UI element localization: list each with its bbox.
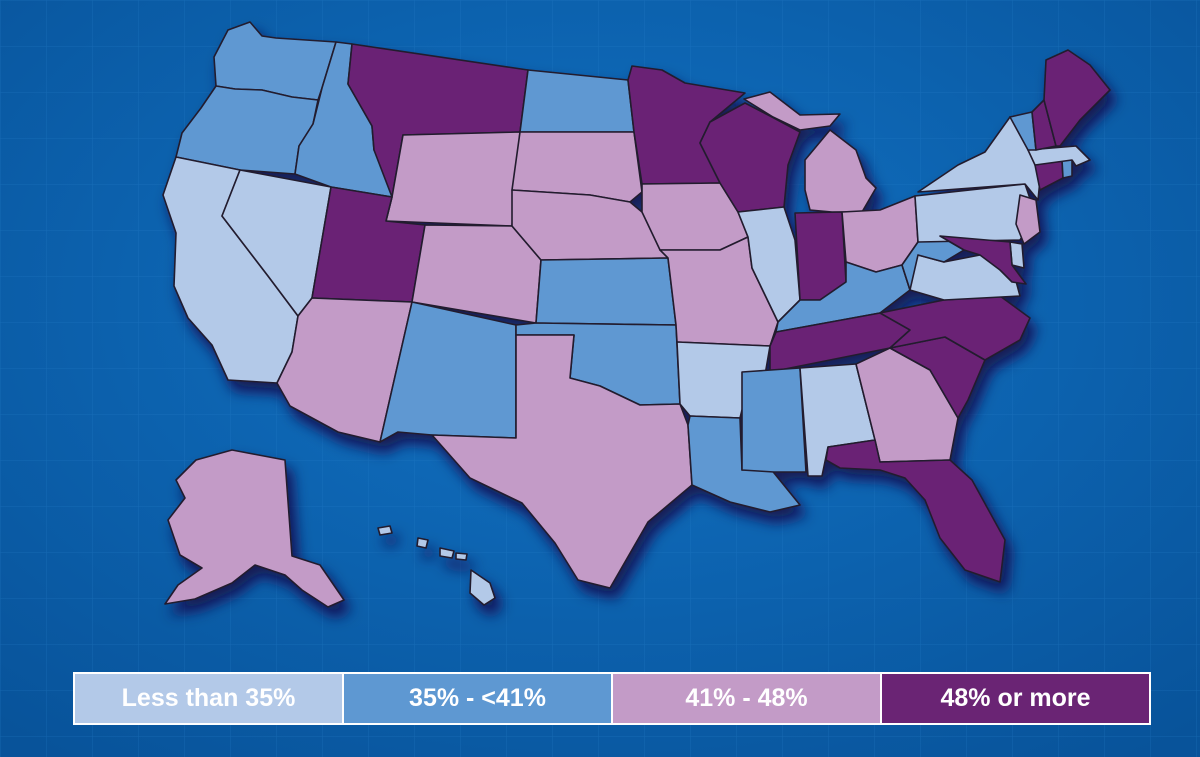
state-shape-ak: [164, 449, 345, 608]
state-ks: Kansas: [535, 257, 677, 326]
state-tx: Texas: [431, 334, 693, 589]
state-shape-md: [939, 235, 1027, 285]
legend: Less than 35% 35% - <41% 41% - 48% 48% o…: [73, 672, 1151, 725]
state-shape-mo: [659, 236, 779, 347]
state-shape-hi: [469, 569, 496, 606]
state-shape-wy: [385, 131, 521, 227]
state-ms: Mississippi: [741, 367, 807, 473]
legend-item-41-to-48: 41% - 48%: [613, 674, 882, 723]
state-shape-mi: [804, 129, 877, 213]
state-mo: Missouri: [659, 236, 779, 347]
state-fl: Florida: [825, 439, 1006, 583]
legend-label: 48% or more: [940, 684, 1091, 712]
state-shape-ma: [1027, 145, 1091, 167]
state-shape-la: [687, 415, 801, 513]
state-shape-hi: [416, 537, 429, 549]
state-nj: New Jersey: [1015, 194, 1041, 245]
state-hi: Hawaii: [377, 525, 496, 606]
state-shape-hi: [377, 525, 393, 536]
state-wy: Wyoming: [385, 131, 521, 227]
state-shape-mi: [743, 91, 841, 131]
states-layer: WashingtonOregonCaliforniaNevadaIdahoMon…: [162, 21, 1111, 608]
state-shape-hi: [439, 547, 455, 559]
state-me: Maine: [1043, 49, 1111, 147]
legend-item-less-than-35: Less than 35%: [75, 674, 344, 723]
state-shape-nj: [1015, 194, 1041, 245]
legend-item-48-or-more: 48% or more: [882, 674, 1149, 723]
state-shape-wi: [699, 102, 801, 213]
state-md: Maryland: [939, 235, 1027, 285]
state-wi: Wisconsin: [699, 102, 801, 213]
state-shape-nd: [519, 69, 635, 133]
state-ak: Alaska: [164, 449, 345, 608]
state-shape-hi: [455, 552, 468, 561]
legend-item-35-to-41: 35% - <41%: [344, 674, 613, 723]
state-shape-fl: [825, 439, 1006, 583]
state-shape-ks: [535, 257, 677, 326]
state-mi: Michigan: [743, 91, 877, 213]
legend-label: Less than 35%: [121, 684, 296, 712]
state-ma: Massachusetts: [1027, 145, 1091, 167]
state-ri: Rhode Island: [1061, 159, 1073, 179]
state-la: Louisiana: [687, 415, 801, 513]
state-shape-ms: [741, 367, 807, 473]
state-shape-ri: [1061, 159, 1073, 179]
state-shape-tx: [431, 334, 693, 589]
state-shape-me: [1043, 49, 1111, 147]
legend-label: 35% - <41%: [409, 684, 546, 712]
legend-label: 41% - 48%: [685, 684, 808, 712]
state-nd: North Dakota: [519, 69, 635, 133]
